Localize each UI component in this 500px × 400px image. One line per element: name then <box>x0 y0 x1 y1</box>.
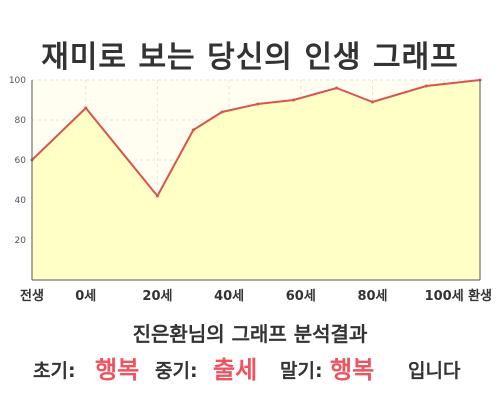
x-tick-label: 전생 <box>20 288 44 304</box>
data-point <box>335 86 339 90</box>
early-value: 행복 <box>95 356 140 384</box>
axes <box>31 80 481 281</box>
life-area <box>32 80 480 280</box>
x-tick-label: 환생 <box>468 288 492 304</box>
analysis-result: 초기: 행복 중기: 출세 말기: 행복 입니다 <box>0 346 500 386</box>
early-label: 초기: <box>33 360 76 382</box>
x-tick-label: 80세 <box>357 289 387 304</box>
data-point <box>292 98 296 102</box>
y-axis-ticks: 20 40 60 80 100 <box>9 76 26 246</box>
y-tick-label: 80 <box>15 116 27 126</box>
late-label: 말기: <box>280 360 323 382</box>
data-point <box>191 128 195 132</box>
chart-title: 재미로 보는 당신의 인생 그래프 <box>41 40 459 75</box>
mid-label: 중기: <box>155 360 198 382</box>
x-tick-label: 0세 <box>75 289 96 304</box>
late-value: 행복 <box>330 356 375 384</box>
y-tick-label: 100 <box>9 76 26 86</box>
x-tick-label: 20세 <box>142 289 172 304</box>
y-tick-label: 40 <box>15 196 27 206</box>
data-point <box>84 106 88 110</box>
x-axis-ticks: 전생 0세 20세 40세 60세 80세 100세 환생 <box>20 288 492 304</box>
y-tick-label: 60 <box>15 156 27 166</box>
x-tick-label: 40세 <box>214 289 244 304</box>
data-point <box>370 100 374 104</box>
data-point <box>155 194 159 198</box>
mid-value: 출세 <box>213 356 258 384</box>
analysis-ending: 입니다 <box>408 360 461 382</box>
x-tick-label: 60세 <box>286 289 316 304</box>
data-point <box>220 110 224 114</box>
data-point <box>256 102 260 106</box>
analysis-title: 진은환님의 그래프 분석결과 <box>132 322 368 346</box>
y-tick-label: 20 <box>15 236 27 246</box>
x-tick-label: 100세 <box>425 289 464 304</box>
data-point <box>424 84 428 88</box>
